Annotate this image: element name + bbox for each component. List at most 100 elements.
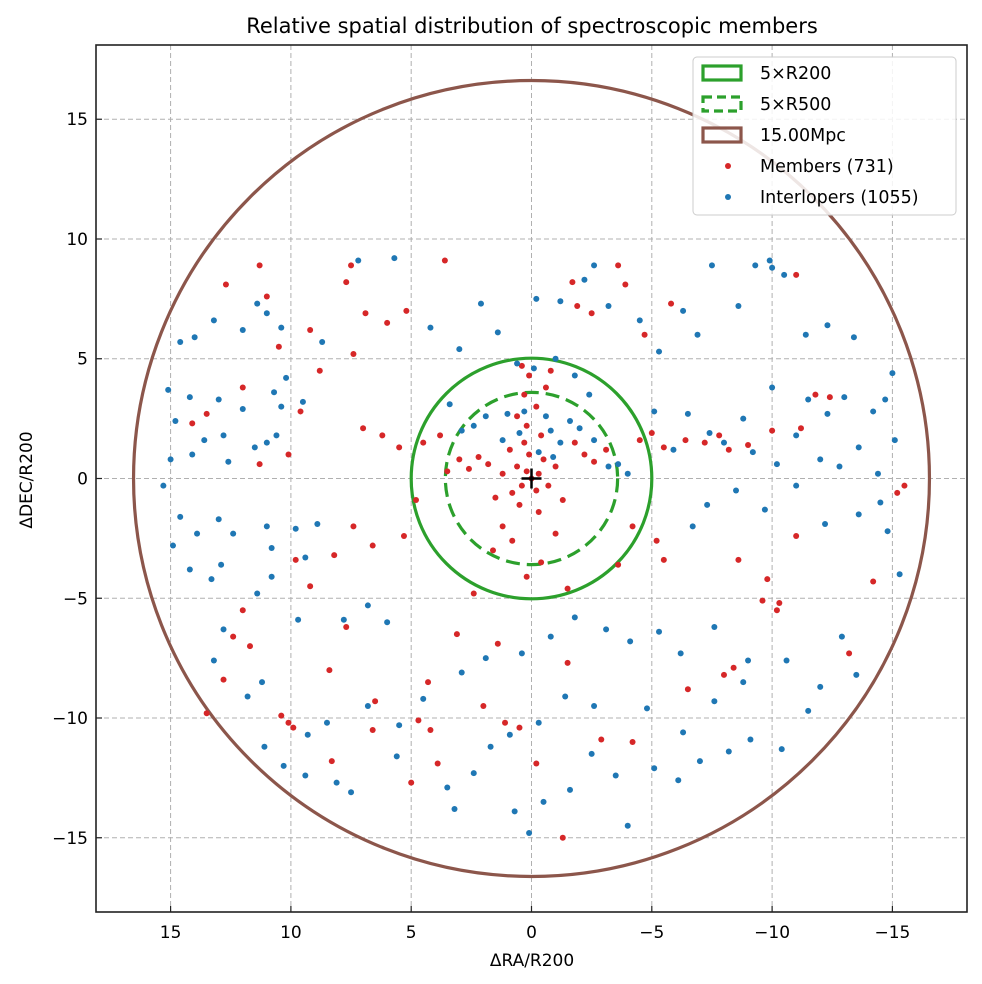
mpc-circle	[131, 78, 932, 879]
member-point	[533, 760, 540, 767]
interloper-point	[720, 439, 727, 446]
interloper-point	[172, 418, 179, 425]
interloper-point	[535, 719, 542, 726]
member-point	[239, 607, 246, 614]
member-point	[290, 724, 297, 731]
interloper-point	[189, 451, 196, 458]
member-point	[660, 556, 667, 563]
interloper-point	[566, 786, 573, 793]
interloper-point	[314, 521, 321, 528]
member-point	[720, 671, 727, 678]
interloper-point	[215, 516, 222, 523]
interloper-point	[802, 331, 809, 338]
member-point	[502, 719, 509, 726]
member-point	[369, 542, 376, 549]
interloper-point	[348, 789, 355, 796]
member-point	[547, 367, 554, 374]
interloper-point	[470, 770, 477, 777]
interloper-point	[805, 707, 812, 714]
interloper-point	[557, 298, 564, 305]
r500-circle	[443, 390, 620, 567]
interloper-point	[889, 370, 896, 377]
interloper-point	[735, 303, 742, 310]
member-point	[725, 446, 732, 453]
member-point	[514, 413, 521, 420]
member-point	[465, 465, 472, 472]
member-point	[425, 679, 432, 686]
interloper-point	[521, 408, 528, 415]
member-point	[362, 310, 369, 317]
member-point	[773, 607, 780, 614]
interloper-point	[506, 731, 513, 738]
member-point	[526, 372, 533, 379]
center-marker	[521, 468, 542, 489]
member-point	[846, 650, 853, 657]
interloper-point	[169, 542, 176, 549]
interloper-point	[210, 657, 217, 664]
member-point	[552, 463, 559, 470]
interloper-point	[773, 461, 780, 468]
interloper-point	[591, 262, 598, 269]
member-point	[343, 623, 350, 630]
interloper-point	[535, 449, 542, 456]
interloper-point	[747, 736, 754, 743]
member-point	[470, 590, 477, 597]
member-point	[189, 420, 196, 427]
interloper-point	[210, 317, 217, 324]
member-point	[776, 600, 783, 607]
member-point	[535, 470, 542, 477]
legend-label: Interlopers (1055)	[760, 188, 919, 208]
member-point	[793, 271, 800, 278]
member-point	[682, 437, 689, 444]
interloper-point	[215, 396, 222, 403]
member-point	[648, 429, 655, 436]
interloper-point	[651, 408, 658, 415]
interloper-point	[651, 765, 658, 772]
interloper-point	[704, 501, 711, 508]
interloper-point	[451, 806, 458, 813]
x-tick-label: −15	[874, 923, 910, 943]
interloper-point	[891, 437, 898, 444]
interloper-point	[689, 523, 696, 530]
member-point	[533, 403, 540, 410]
member-point	[901, 482, 908, 489]
member-point	[307, 583, 314, 590]
interloper-point	[817, 683, 824, 690]
interloper-point	[191, 334, 198, 341]
legend-marker-patch	[701, 64, 743, 82]
interloper-point	[882, 396, 889, 403]
r200-circle	[409, 356, 654, 601]
member-point	[526, 451, 533, 458]
member-point	[636, 437, 643, 444]
interloper-point	[482, 413, 489, 420]
interloper-point	[778, 746, 785, 753]
interloper-point	[201, 437, 208, 444]
member-point	[256, 461, 263, 468]
interloper-point	[749, 449, 756, 456]
interloper-point	[711, 623, 718, 630]
member-point	[256, 262, 263, 269]
member-point	[521, 439, 528, 446]
member-point	[372, 698, 379, 705]
interloper-point	[456, 346, 463, 353]
member-point	[564, 585, 571, 592]
member-point	[516, 501, 523, 508]
member-point	[360, 425, 367, 432]
member-point	[684, 686, 691, 693]
member-point	[203, 710, 210, 717]
interloper-point	[733, 487, 740, 494]
legend-marker-dot	[725, 194, 731, 200]
y-tick-label: −5	[63, 589, 88, 609]
x-tick-label: −10	[754, 923, 790, 943]
interloper-point	[165, 386, 172, 393]
legend-label: 5×R200	[760, 64, 831, 84]
member-point	[826, 394, 833, 401]
legend-marker-patch	[701, 126, 743, 144]
x-axis-ticks: 15 10 5 0 −5 −10 −15	[160, 906, 910, 943]
interloper-point	[323, 719, 330, 726]
member-point	[764, 576, 771, 583]
member-point	[581, 451, 588, 458]
member-point	[793, 532, 800, 539]
member-point	[230, 633, 237, 640]
interloper-point	[273, 432, 280, 439]
